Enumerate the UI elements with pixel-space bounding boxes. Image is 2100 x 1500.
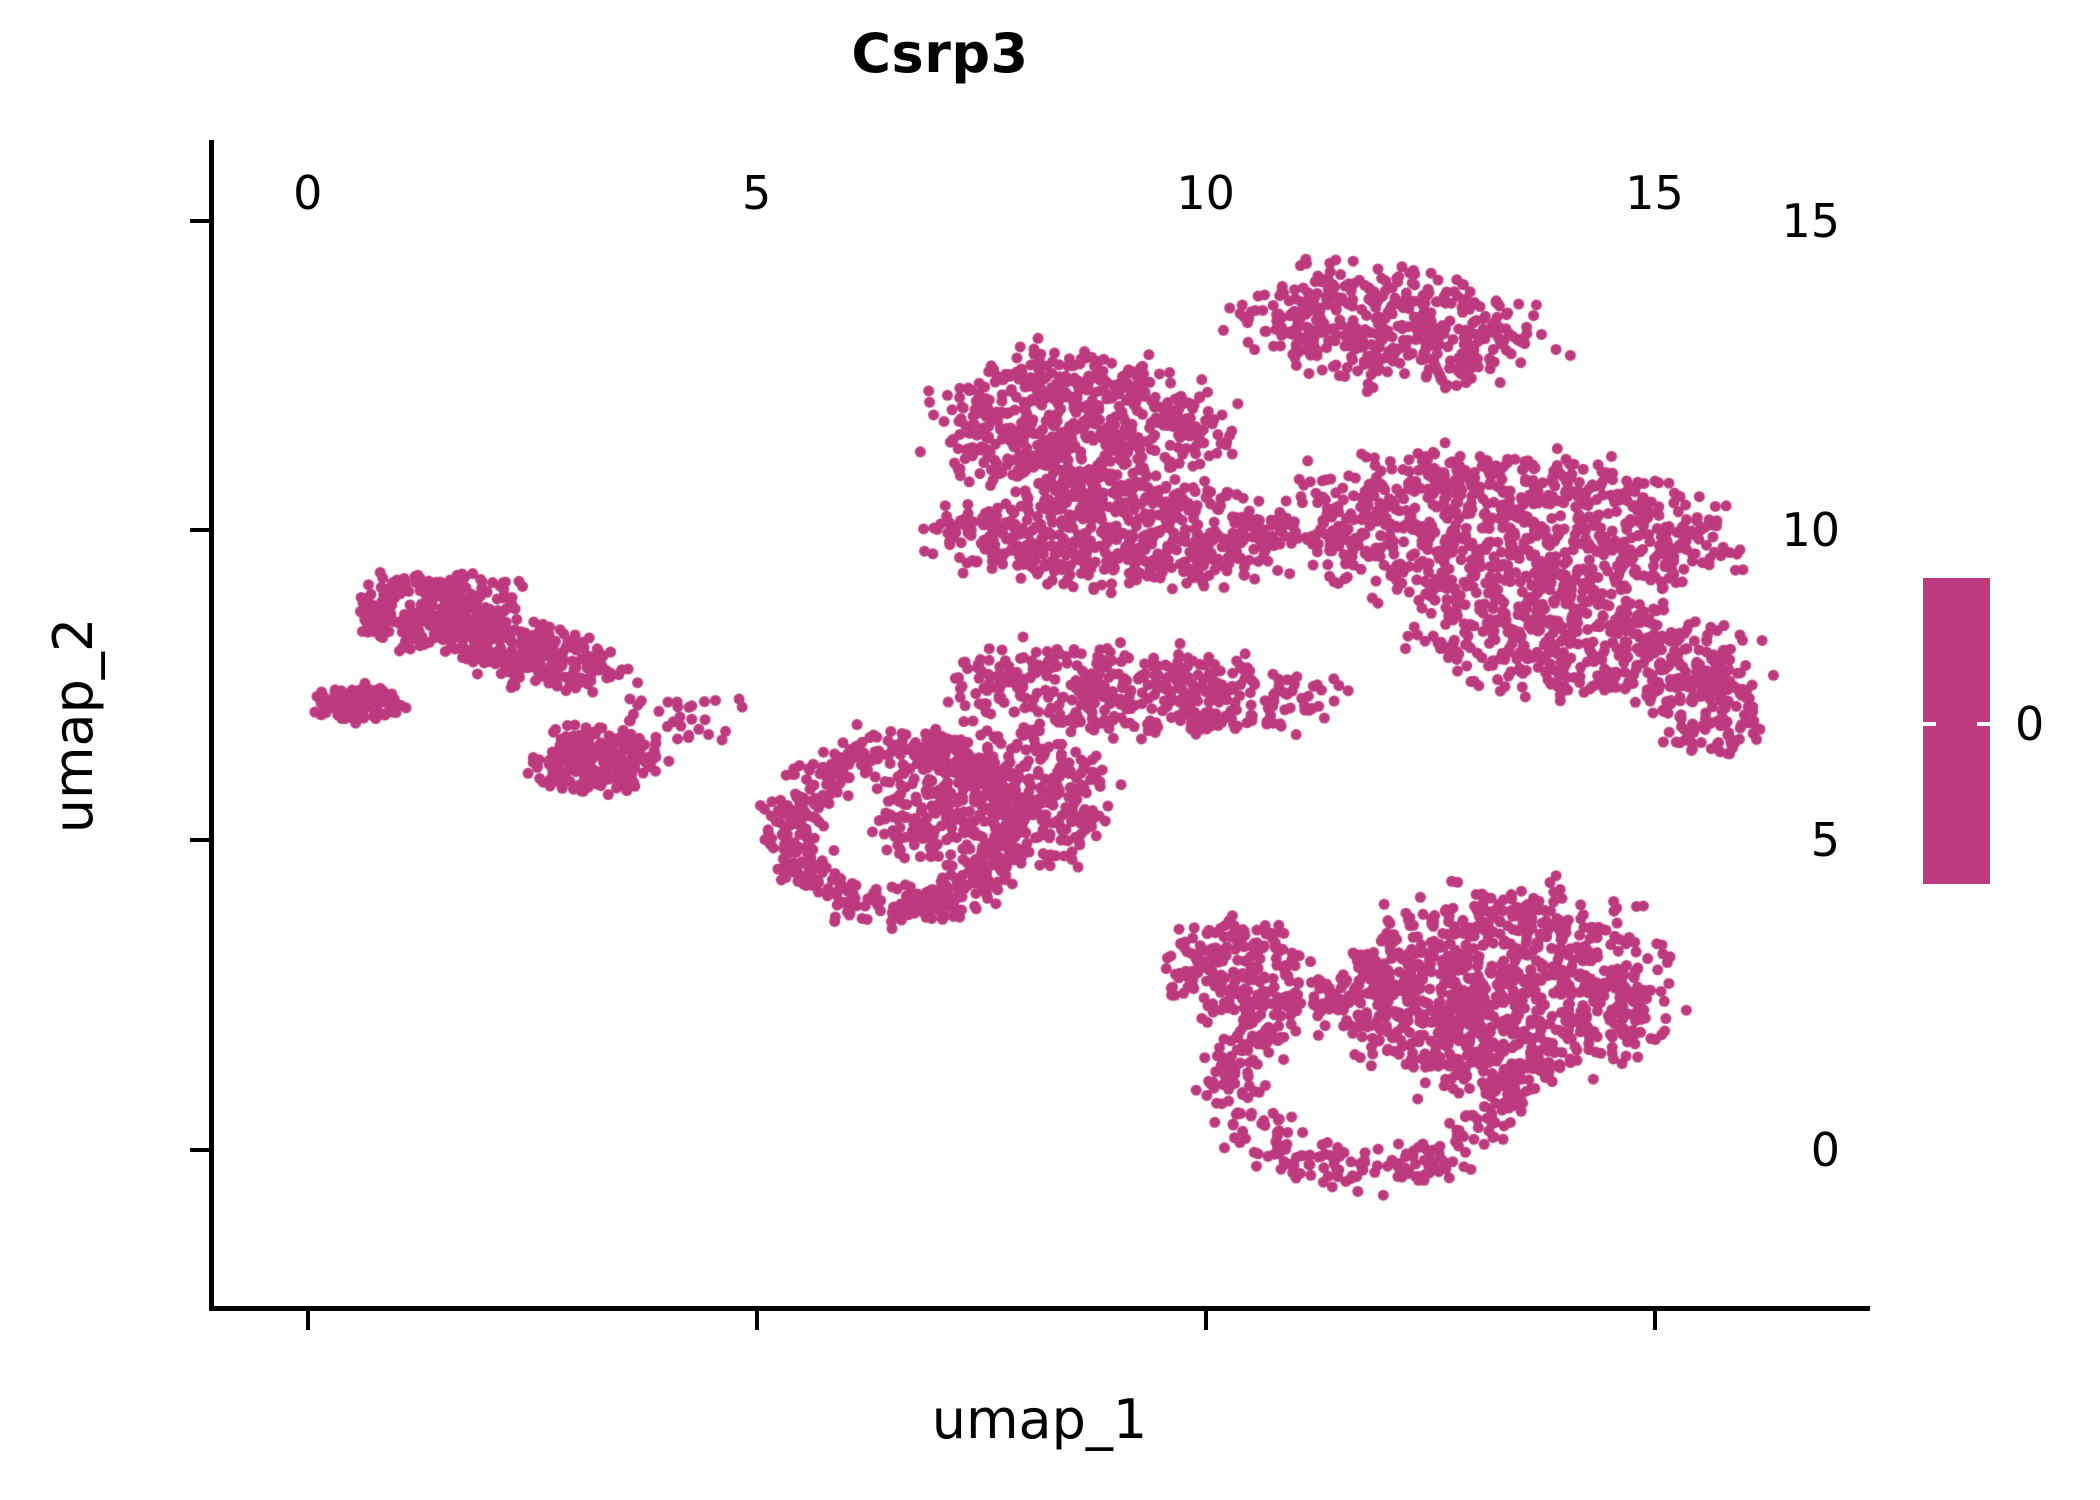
x-tick-label: 5 (742, 166, 772, 220)
x-axis-spine (209, 1306, 1870, 1311)
y-tick-mark (190, 528, 209, 533)
x-axis-label: umap_1 (931, 1388, 1148, 1451)
x-tick-mark (305, 1311, 310, 1330)
y-axis-label: umap_2 (42, 617, 105, 834)
y-tick-mark (190, 838, 209, 843)
y-tick-label: 5 (1810, 813, 1840, 868)
scatter-points-layer (209, 140, 1870, 1311)
x-tick-mark (1652, 1311, 1657, 1330)
y-tick-label: 0 (1810, 1122, 1840, 1177)
x-tick-mark (754, 1311, 759, 1330)
colorbar-gradient-bar (1923, 578, 1990, 884)
colorbar-tick-label-0: 0 (2015, 697, 2045, 751)
y-tick-label: 15 (1781, 193, 1840, 248)
x-tick-mark (1203, 1311, 1208, 1330)
y-axis-spine (209, 140, 214, 1311)
x-tick-label: 15 (1625, 166, 1684, 220)
x-tick-label: 0 (293, 166, 323, 220)
page-title: Csrp3 (851, 22, 1029, 85)
y-tick-mark (190, 1147, 209, 1152)
y-tick-mark (190, 218, 209, 223)
colorbar-tick-right (1977, 722, 1990, 726)
plot-axes-area: 0 5 10 15 0 5 10 15 (190, 140, 1870, 1330)
y-tick-label: 10 (1781, 503, 1840, 558)
colorbar-legend[interactable]: 0 (1923, 578, 2093, 884)
colorbar-tick-left (1923, 722, 1936, 726)
x-tick-label: 10 (1176, 166, 1235, 220)
